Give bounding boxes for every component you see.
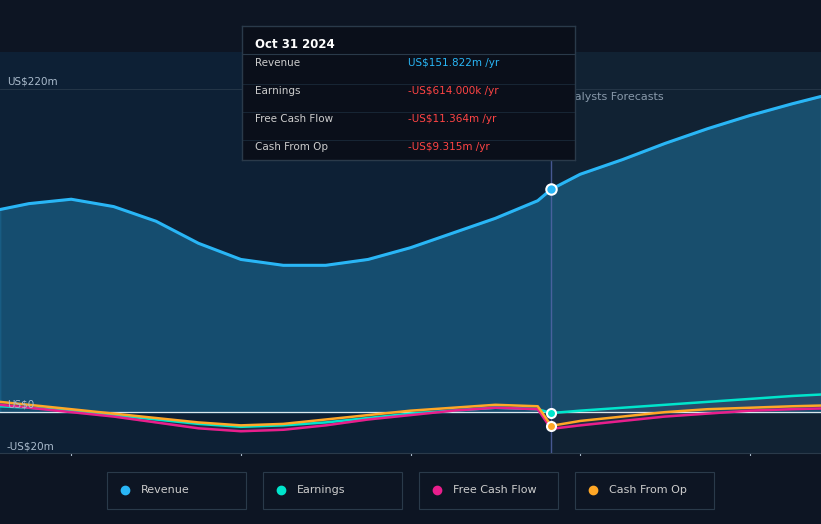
Bar xyxy=(0,52,551,453)
Text: -US$11.364m /yr: -US$11.364m /yr xyxy=(408,114,497,124)
Text: -US$20m: -US$20m xyxy=(7,442,54,452)
Text: Past: Past xyxy=(523,92,546,102)
Text: US$151.822m /yr: US$151.822m /yr xyxy=(408,58,500,68)
Text: Cash From Op: Cash From Op xyxy=(609,485,687,495)
Text: Free Cash Flow: Free Cash Flow xyxy=(255,114,333,124)
Text: US$220m: US$220m xyxy=(7,76,57,86)
Text: Analysts Forecasts: Analysts Forecasts xyxy=(560,92,663,102)
Bar xyxy=(551,52,821,453)
Text: Earnings: Earnings xyxy=(255,86,301,96)
Text: Cash From Op: Cash From Op xyxy=(255,143,328,152)
Text: -US$9.315m /yr: -US$9.315m /yr xyxy=(408,143,490,152)
Text: -US$614.000k /yr: -US$614.000k /yr xyxy=(408,86,499,96)
Text: Earnings: Earnings xyxy=(297,485,346,495)
Text: Revenue: Revenue xyxy=(141,485,190,495)
Text: Revenue: Revenue xyxy=(255,58,300,68)
Text: US$0: US$0 xyxy=(7,400,34,410)
Text: Oct 31 2024: Oct 31 2024 xyxy=(255,38,335,51)
Text: Free Cash Flow: Free Cash Flow xyxy=(453,485,537,495)
